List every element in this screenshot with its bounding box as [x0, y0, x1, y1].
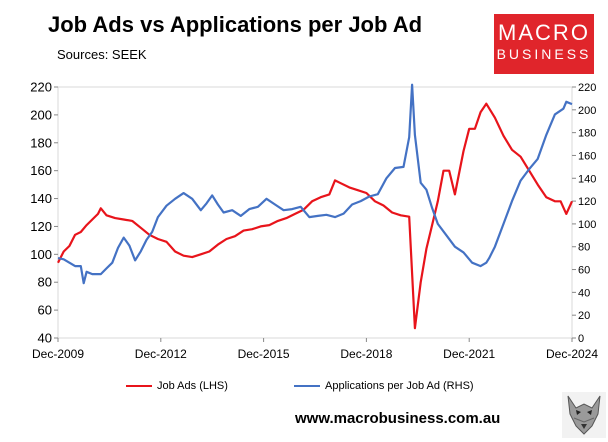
legend-swatch-applications	[294, 385, 320, 387]
y-right-tick-label: 20	[578, 310, 590, 322]
y-left-tick-label: 220	[30, 80, 52, 95]
y-left-tick-label: 100	[30, 247, 52, 262]
logo-line-1: MACRO	[498, 20, 590, 45]
y-right-tick-label: 60	[578, 265, 590, 277]
y-left-tick-label: 180	[30, 135, 52, 150]
y-left-tick-label: 40	[38, 331, 52, 346]
legend-label-job-ads: Job Ads (LHS)	[157, 380, 228, 392]
legend-label-applications: Applications per Job Ad (RHS)	[325, 380, 474, 392]
y-right-tick-label: 160	[578, 150, 596, 162]
x-tick-label: Dec-2021	[443, 347, 495, 361]
x-tick-label: Dec-2012	[135, 347, 187, 361]
macrobusiness-logo: MACRO BUSINESS	[494, 14, 594, 74]
y-left-tick-label: 60	[38, 303, 52, 318]
legend-item-applications: Applications per Job Ad (RHS)	[294, 380, 474, 392]
y-right-tick-label: 180	[578, 128, 596, 140]
y-right-tick-label: 40	[578, 287, 590, 299]
series-line-applications	[57, 83, 573, 285]
y-left-tick-label: 80	[38, 275, 52, 290]
wolf-logo-icon	[562, 392, 606, 438]
legend-swatch-job-ads	[126, 385, 152, 387]
y-right-tick-label: 80	[578, 242, 590, 254]
y-right-tick-label: 0	[578, 333, 584, 345]
chart-subtitle: Sources: SEEK	[57, 47, 147, 62]
x-tick-label: Dec-2009	[32, 347, 84, 361]
x-tick-label: Dec-2024	[546, 347, 598, 361]
plot-area-border	[57, 86, 573, 339]
y-left-tick-label: 200	[30, 107, 52, 122]
y-right-tick-label: 100	[578, 219, 596, 231]
y-right-tick-label: 220	[578, 82, 596, 94]
y-left-tick-label: 140	[30, 191, 52, 206]
y-left-tick-label: 160	[30, 163, 52, 178]
x-tick-label: Dec-2015	[238, 347, 290, 361]
website-url: www.macrobusiness.com.au	[295, 410, 501, 427]
legend-item-job-ads: Job Ads (LHS)	[126, 380, 228, 392]
y-right-tick-label: 200	[578, 105, 596, 117]
x-tick-label: Dec-2018	[340, 347, 392, 361]
y-right-tick-label: 140	[578, 173, 596, 185]
chart-legend: Job Ads (LHS) Applications per Job Ad (R…	[0, 380, 608, 396]
chart-title: Job Ads vs Applications per Job Ad	[48, 12, 423, 37]
logo-line-2: BUSINESS	[496, 46, 592, 62]
y-right-tick-label: 120	[578, 196, 596, 208]
y-left-tick-label: 120	[30, 219, 52, 234]
series-line-job-ads	[57, 102, 574, 330]
